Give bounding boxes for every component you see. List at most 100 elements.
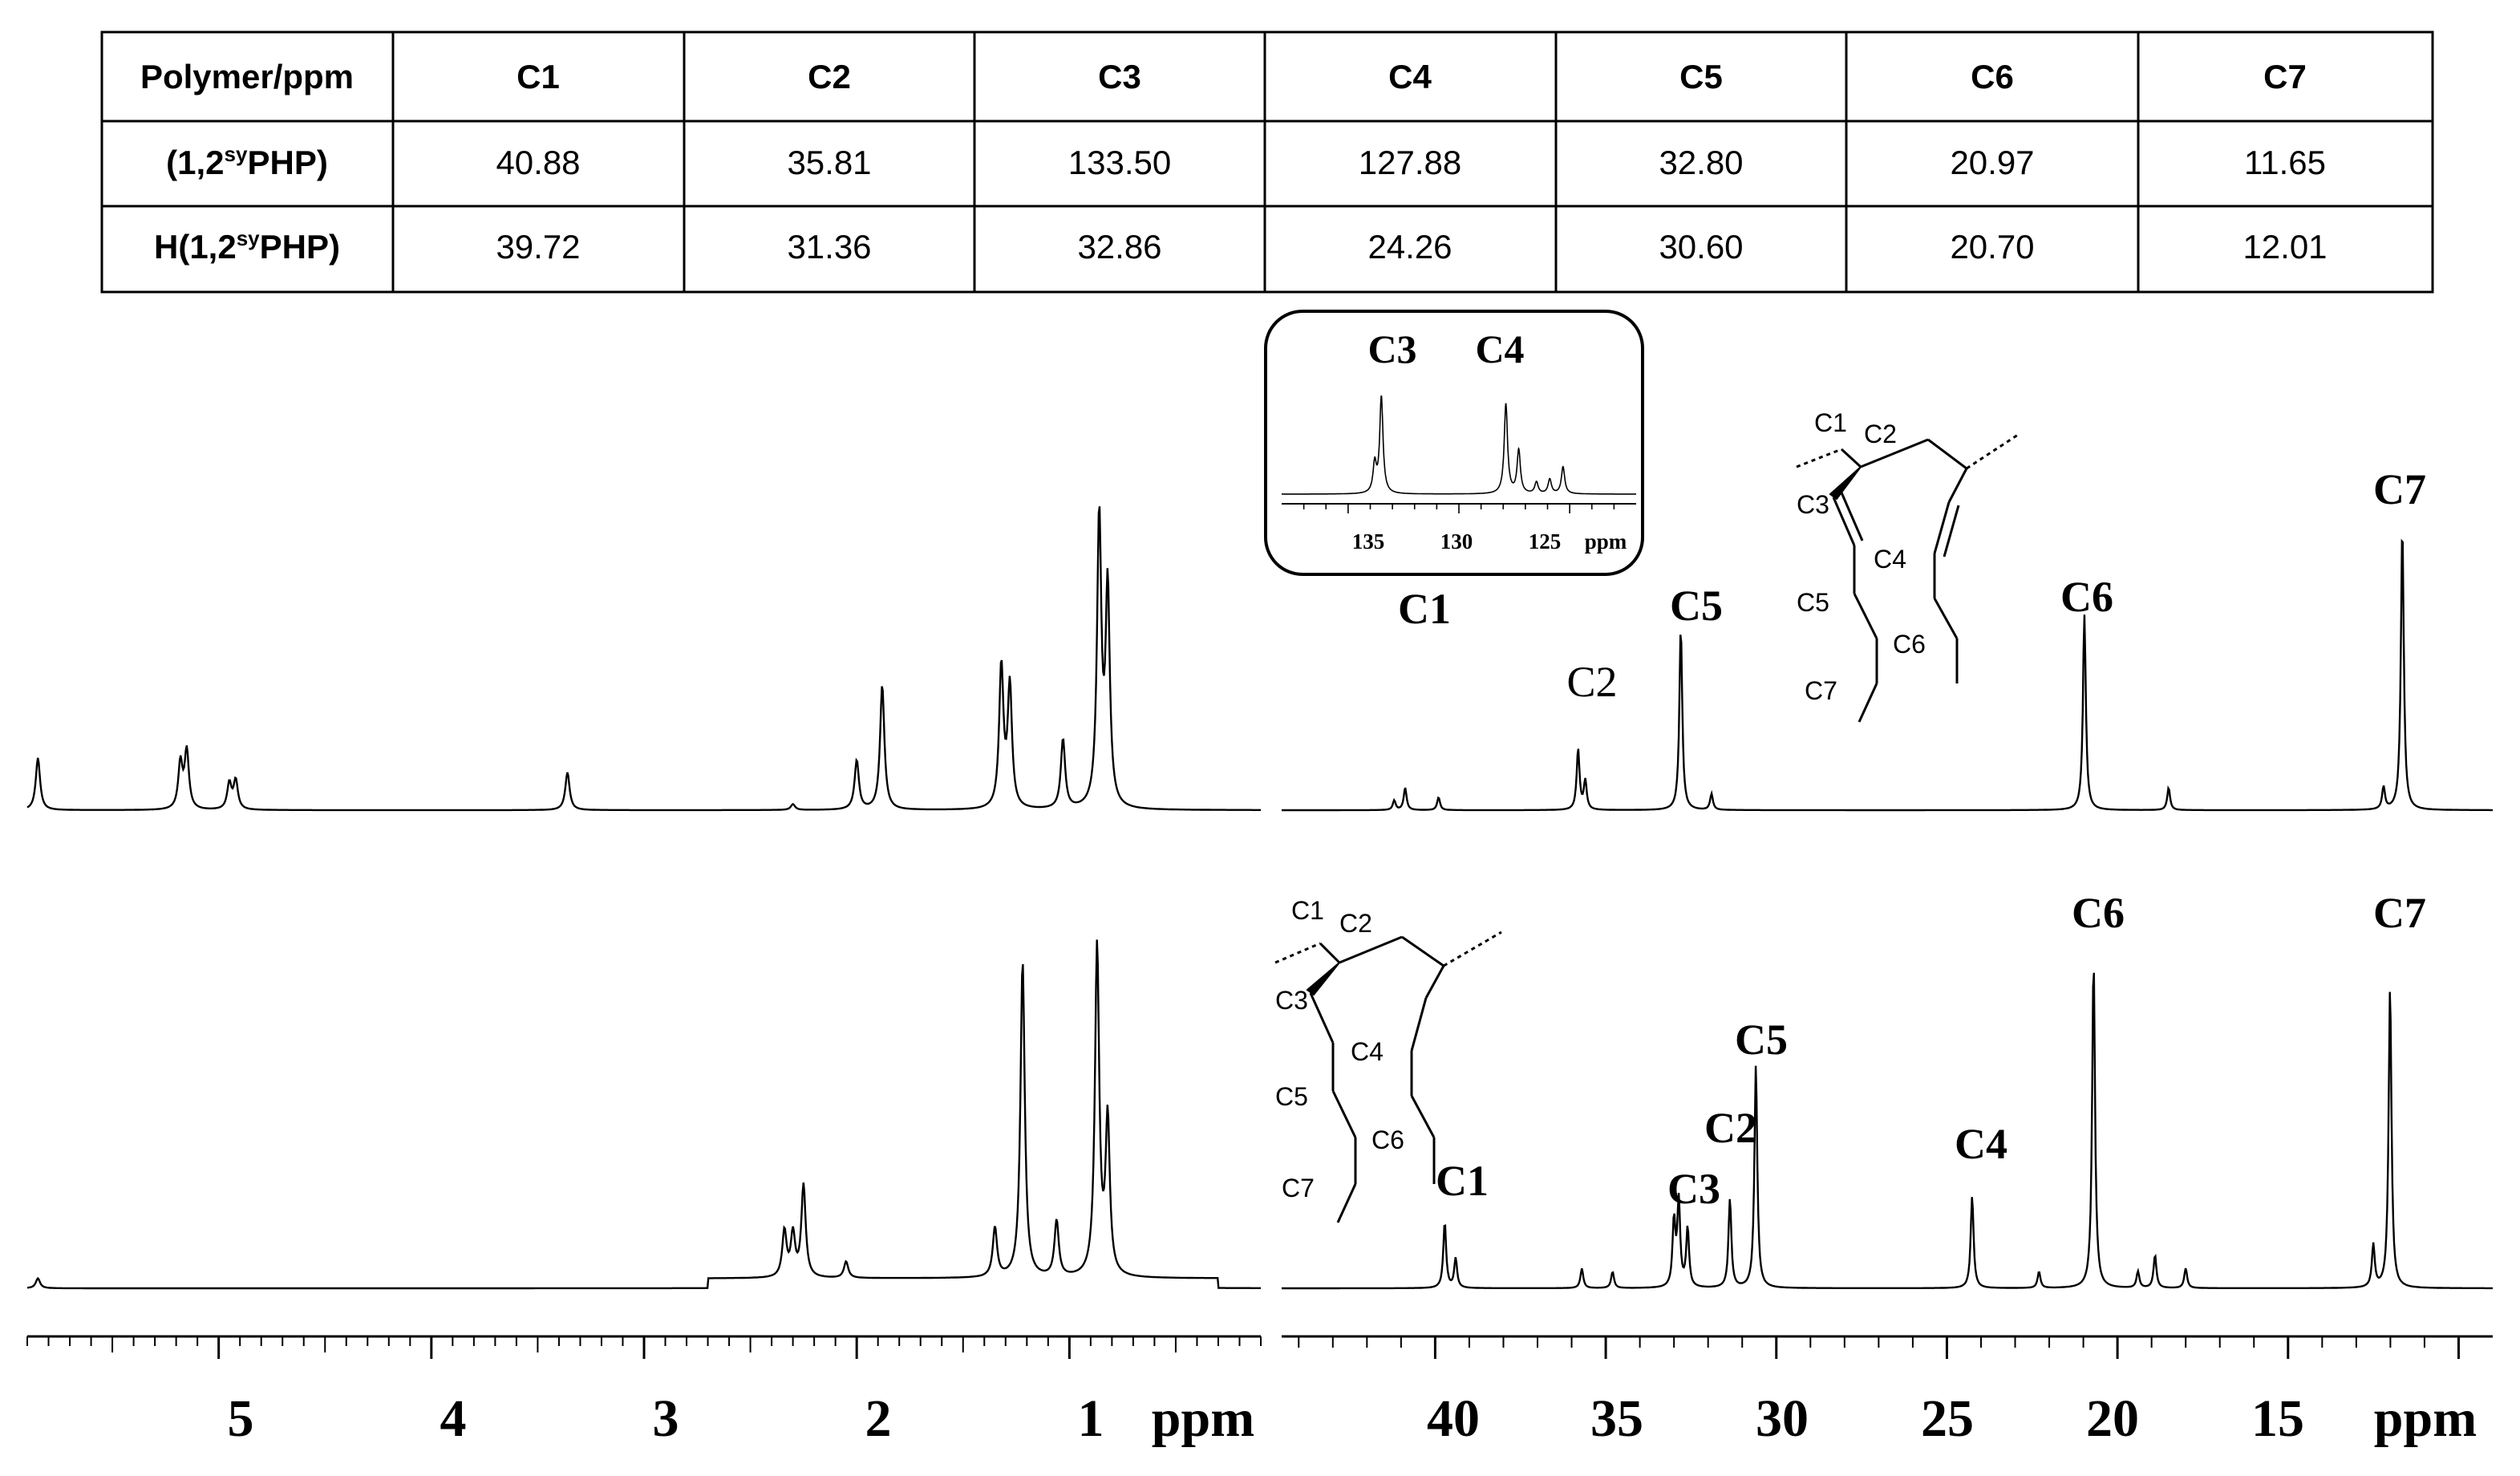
table-header-cell: Polymer/ppm — [140, 58, 354, 95]
bond — [1858, 683, 1878, 723]
bond — [1424, 965, 1445, 999]
inset-axis-unit: ppm — [1585, 529, 1627, 554]
c13-tick-label: 25 — [1921, 1389, 1974, 1448]
inset-frame — [1264, 310, 1644, 576]
h1-tick-label: 4 — [440, 1389, 467, 1448]
peak-label-bottom-c7: C7 — [2373, 889, 2426, 937]
c13-tick-label: 15 — [2251, 1389, 2304, 1448]
chain-continuation-right — [1443, 931, 1502, 967]
c13-tick-label: 40 — [1427, 1389, 1480, 1448]
structure-label: C6 — [1893, 630, 1926, 659]
peak-label-top-c6: C6 — [2060, 573, 2113, 621]
peak-label-top-c7: C7 — [2373, 465, 2426, 513]
peak-label-top-c2: C2 — [1566, 658, 1617, 706]
table-cell: 133.50 — [1068, 144, 1171, 181]
structure-label: C4 — [1351, 1037, 1384, 1066]
peak-label-top-c5: C5 — [1670, 582, 1723, 630]
structure-label: C2 — [1339, 909, 1372, 938]
inset-spectrum-line — [1282, 395, 1636, 495]
c13-tick-label: 20 — [2086, 1389, 2139, 1448]
structure-label: C2 — [1864, 420, 1897, 448]
peak-label-bottom-c6: C6 — [2072, 889, 2125, 937]
c13-tick-label: 30 — [1756, 1389, 1809, 1448]
structure-label: C3 — [1275, 986, 1308, 1015]
table-cell: 31.36 — [787, 228, 871, 266]
peak-label-bottom-c3: C3 — [1667, 1165, 1720, 1213]
polymer-structure-unsaturated: C1 C2 C3 C4 C5 C6 C7 — [1796, 408, 2019, 723]
h1-tick-label: 2 — [865, 1389, 892, 1448]
table-cell: 39.72 — [496, 228, 580, 266]
inset-peak-label: C4 — [1475, 326, 1524, 371]
table-cell: 11.65 — [2244, 144, 2326, 181]
table-header-cell: C5 — [1679, 58, 1723, 95]
table-cell: 12.01 — [2242, 228, 2327, 266]
bond — [1832, 497, 1856, 546]
table-cell: 20.70 — [1950, 228, 2034, 266]
table-header-cell: C3 — [1098, 58, 1141, 95]
table-cell: 40.88 — [496, 144, 580, 181]
bond — [1943, 505, 1960, 558]
bond — [1336, 1183, 1357, 1223]
table-cell: 24.26 — [1367, 228, 1452, 266]
bond — [1840, 448, 1862, 468]
bond — [1319, 942, 1341, 964]
table-cell: 20.97 — [1950, 144, 2034, 181]
table-row-label: H(1,2syPHP) — [154, 226, 340, 266]
inset-olefinic-region: C3 C4 135 130 125 ppm — [1264, 310, 1644, 576]
inset-tick-label: 130 — [1440, 529, 1473, 554]
peak-label-bottom-c1: C1 — [1436, 1157, 1489, 1205]
table-header-cell: C2 — [808, 58, 851, 95]
bond — [1840, 492, 1864, 541]
bond — [1410, 1095, 1436, 1138]
structure-label: C1 — [1814, 408, 1847, 437]
inset-tick-label: 125 — [1529, 529, 1562, 554]
polymer-structure-hydrogenated: C1 C2 C3 C4 C5 C6 C7 — [1274, 896, 1502, 1223]
chain-continuation-left — [1274, 942, 1321, 964]
peak-label-top-c1: C1 — [1398, 585, 1451, 633]
inset-spectrum — [1282, 395, 1636, 495]
table-cell: 32.86 — [1077, 228, 1161, 266]
inset-tick-label: 135 — [1352, 529, 1385, 554]
axes-group — [26, 1335, 2493, 1359]
structure-label: C3 — [1797, 490, 1829, 519]
h1-spectrum-bottom — [26, 939, 1261, 1290]
table-cell: 35.81 — [787, 144, 871, 181]
chain-continuation-left — [1796, 448, 1842, 468]
table-row-label: (1,2syPHP) — [166, 142, 328, 181]
structure-label: C7 — [1282, 1174, 1315, 1202]
wedge-bond — [1829, 466, 1862, 501]
bond — [1401, 935, 1444, 967]
bond — [1933, 598, 1959, 639]
peak-label-bottom-c2: C2 — [1704, 1104, 1757, 1152]
table-header-cell: C1 — [517, 58, 560, 95]
h1-spectrum-top — [26, 506, 1261, 812]
spectra-group — [26, 506, 2493, 1290]
h1-tick-label: 1 — [1078, 1389, 1104, 1448]
structure-label: C5 — [1275, 1082, 1308, 1111]
c13-tick-label: 35 — [1590, 1389, 1643, 1448]
table-border — [100, 30, 2434, 294]
table-header-cell: C6 — [1971, 58, 2014, 95]
shift-table: Polymer/ppm C1 C2 C3 C4 C5 C6 C7 (1,2syP… — [100, 30, 2434, 294]
table-header-cell: C7 — [2263, 58, 2307, 95]
table-cell: 127.88 — [1359, 144, 1461, 181]
h1-tick-label: 5 — [228, 1389, 254, 1448]
bond — [1309, 992, 1335, 1044]
structure-label: C1 — [1291, 896, 1324, 925]
h1-axis-unit: ppm — [1152, 1389, 1254, 1448]
bond — [1410, 997, 1428, 1052]
c13-spectrum-top — [1282, 538, 2493, 812]
c13-axis-unit: ppm — [2374, 1389, 2477, 1448]
bond — [1947, 468, 1968, 503]
table-header-cell: C4 — [1388, 58, 1432, 95]
table-cell: 30.60 — [1659, 228, 1743, 266]
structure-label: C5 — [1797, 588, 1829, 617]
peak-label-bottom-c5: C5 — [1735, 1016, 1788, 1064]
inset-axis-ticks — [1303, 504, 1615, 513]
bond — [1339, 935, 1403, 964]
structure-label: C7 — [1805, 676, 1837, 705]
wedge-bond — [1306, 962, 1340, 996]
peak-label-bottom-c4: C4 — [1955, 1120, 2007, 1168]
bond — [1853, 593, 1878, 639]
